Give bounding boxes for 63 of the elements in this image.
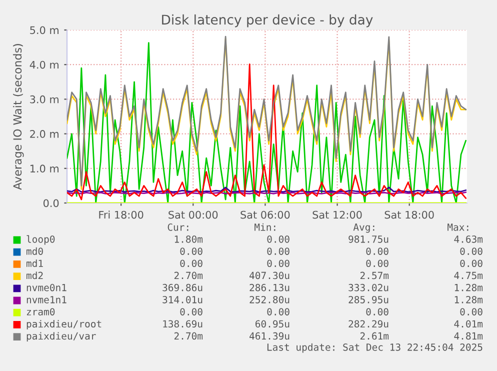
text: 333.02u <box>348 284 388 292</box>
x-tick-label: Sat 18:00 <box>384 210 434 219</box>
y-tick-label: 2.0 m <box>30 130 58 138</box>
text: Avg: <box>353 224 374 233</box>
text: 0.00 <box>267 235 290 243</box>
text: 0.00 <box>460 260 482 268</box>
x-tick-label: Fri 18:00 <box>99 210 144 219</box>
text: Cur: <box>168 223 188 231</box>
text: Max: <box>448 224 468 231</box>
y-tick-label: 4.0 m <box>30 60 58 69</box>
text: 0.00 <box>180 308 202 316</box>
text: 60.95u <box>256 320 290 328</box>
text: 2.70m <box>174 272 203 280</box>
legend-label: md0 <box>26 247 43 255</box>
text: 1.28m <box>454 284 483 292</box>
text: 4.01m <box>454 320 483 328</box>
text: 0.00 <box>460 248 482 255</box>
legend-label: nvme0n1 <box>26 284 66 292</box>
text: 369.86u <box>162 284 202 292</box>
text: 0.00 <box>267 308 290 316</box>
text: 0.00 <box>180 260 202 268</box>
text: 461.39u <box>250 332 290 340</box>
x-tick-label: Sat 06:00 <box>240 210 290 219</box>
text: 252.80u <box>250 296 290 304</box>
text: 981.75u <box>348 235 388 243</box>
text: 2.70m <box>174 332 203 340</box>
text: Last update: Sat Dec 13 22:45:04 2025 <box>267 343 482 353</box>
text: 1.28m <box>454 296 483 304</box>
legend-label: paixdieu/root <box>26 320 102 330</box>
text: 286.13u <box>250 284 290 292</box>
y-tick-label: 3.0 m <box>30 95 58 104</box>
legend-label: zram0 <box>26 308 55 316</box>
text: 138.69u <box>163 320 202 328</box>
text: Min: <box>254 223 276 231</box>
text: 0.00 <box>267 248 290 255</box>
text: 2.57m <box>360 272 389 280</box>
legend-label: md1 <box>26 260 43 268</box>
x-tick-label: Sat 12:00 <box>312 210 362 219</box>
text: 0.00 <box>460 308 482 316</box>
y-axis-title: Average IO Wait (seconds) <box>13 44 24 190</box>
legend-label: nvme1n1 <box>26 296 66 304</box>
text: 0.00 <box>180 248 202 255</box>
text: 4.81m <box>454 332 483 340</box>
text: 282.29u <box>348 320 388 328</box>
x-tick-label: Sat 00:00 <box>168 210 218 219</box>
text: 4.63m <box>454 235 483 243</box>
text: 0.00 <box>267 260 290 268</box>
text: 285.95u <box>348 296 388 304</box>
legend-label: md2 <box>26 272 43 280</box>
text: 407.30u <box>250 272 290 280</box>
legend-label: loop0 <box>26 235 55 245</box>
text: 2.61m <box>360 332 389 340</box>
y-tick-label: 0.0 <box>43 199 59 208</box>
y-tick-label: 1.0 m <box>30 164 58 173</box>
text: 0.00 <box>366 248 388 255</box>
text: 4.75m <box>454 272 483 280</box>
text: 0.00 <box>366 308 388 316</box>
legend-label: paixdieu/var <box>26 332 96 342</box>
chart-title: Disk latency per device - by day <box>162 14 373 28</box>
text: 1.80m <box>174 235 203 243</box>
y-tick-label: 5.0 m <box>30 26 58 34</box>
text: 0.00 <box>366 260 388 268</box>
text: 314.01u <box>162 296 202 304</box>
